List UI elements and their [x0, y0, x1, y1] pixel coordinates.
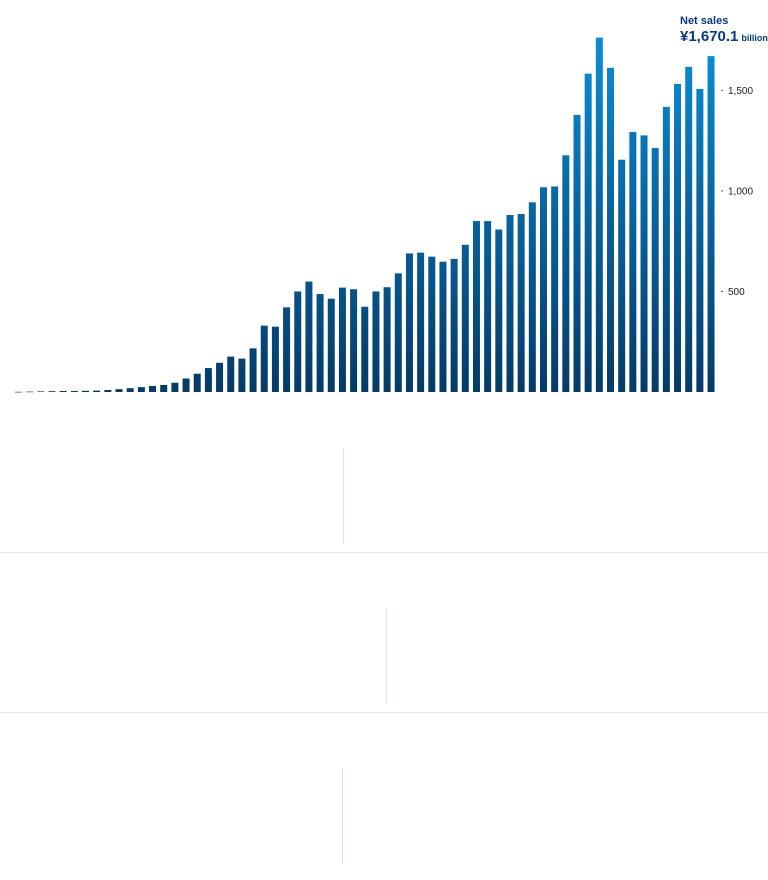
- annotation-value: ¥1,670.1: [680, 28, 738, 45]
- bar: [417, 252, 425, 392]
- bar: [506, 215, 514, 392]
- bar: [37, 391, 45, 392]
- column-divider: [386, 608, 387, 704]
- bar: [294, 291, 302, 392]
- bar: [26, 391, 34, 393]
- bar: [618, 159, 626, 392]
- y-tick-label: 1,500: [728, 86, 753, 97]
- bar: [182, 378, 190, 392]
- y-tick-mark: [721, 190, 723, 192]
- bar: [405, 253, 413, 392]
- section-divider: [0, 552, 768, 553]
- bar: [651, 148, 659, 392]
- section-divider: [0, 712, 768, 713]
- bar: [137, 387, 145, 392]
- bar: [394, 273, 402, 392]
- net-sales-annotation: Net sales ¥1,670.1 billion: [680, 15, 768, 45]
- bar: [327, 298, 335, 392]
- bar: [70, 390, 78, 392]
- bar: [361, 306, 369, 392]
- bar: [227, 356, 235, 392]
- bar: [595, 37, 603, 392]
- bar: [338, 287, 346, 392]
- bar: [551, 186, 559, 392]
- y-tick-mark: [721, 290, 723, 292]
- bar: [305, 281, 313, 392]
- bar: [495, 229, 503, 392]
- bar: [216, 362, 224, 392]
- bar: [316, 294, 324, 392]
- bar: [528, 202, 536, 392]
- bar: [171, 382, 179, 392]
- annotation-unit: billion: [741, 33, 768, 43]
- bar: [573, 114, 581, 393]
- column-divider: [343, 448, 344, 544]
- bar: [461, 244, 469, 392]
- bar: [439, 261, 447, 392]
- bar: [450, 258, 458, 392]
- bar: [472, 221, 480, 392]
- annotation-value-line: ¥1,670.1 billion: [680, 28, 768, 45]
- bar: [517, 214, 525, 392]
- bar: [372, 291, 380, 392]
- bar: [707, 56, 715, 393]
- bar: [383, 287, 391, 392]
- bar: [249, 348, 257, 392]
- net-sales-bar-chart: 500 1,000 1,500 Net sales ¥1,670.1 billion: [15, 15, 768, 393]
- bar: [115, 389, 123, 392]
- bar: [629, 131, 637, 392]
- bar: [15, 391, 22, 393]
- bar: [562, 155, 570, 392]
- bar: [674, 83, 682, 393]
- bar: [640, 135, 648, 392]
- bar: [696, 88, 704, 393]
- bar: [260, 325, 268, 392]
- y-tick-label: 500: [728, 287, 745, 298]
- bar: [59, 390, 67, 392]
- bar: [283, 307, 291, 392]
- bar: [685, 66, 693, 393]
- bar: [271, 326, 279, 392]
- bar: [126, 388, 134, 392]
- bar: [48, 391, 56, 392]
- bar: [350, 289, 358, 392]
- y-tick-mark: [721, 89, 723, 91]
- bar: [160, 384, 168, 392]
- bar: [662, 106, 670, 392]
- bar: [93, 390, 101, 392]
- y-tick-label: 1,000: [728, 186, 753, 197]
- bar: [238, 358, 246, 392]
- bar: [539, 187, 547, 392]
- bar: [428, 256, 436, 392]
- bar: [607, 67, 615, 392]
- bar: [484, 221, 492, 392]
- bar: [584, 73, 592, 392]
- column-divider: [342, 768, 343, 864]
- bar: [193, 373, 201, 392]
- bar: [149, 385, 157, 392]
- bar: [82, 390, 90, 392]
- bar: [204, 368, 212, 392]
- y-axis: 500 1,000 1,500: [721, 86, 753, 298]
- bar-series: [15, 37, 715, 393]
- annotation-label: Net sales: [680, 15, 728, 27]
- bar: [104, 389, 112, 392]
